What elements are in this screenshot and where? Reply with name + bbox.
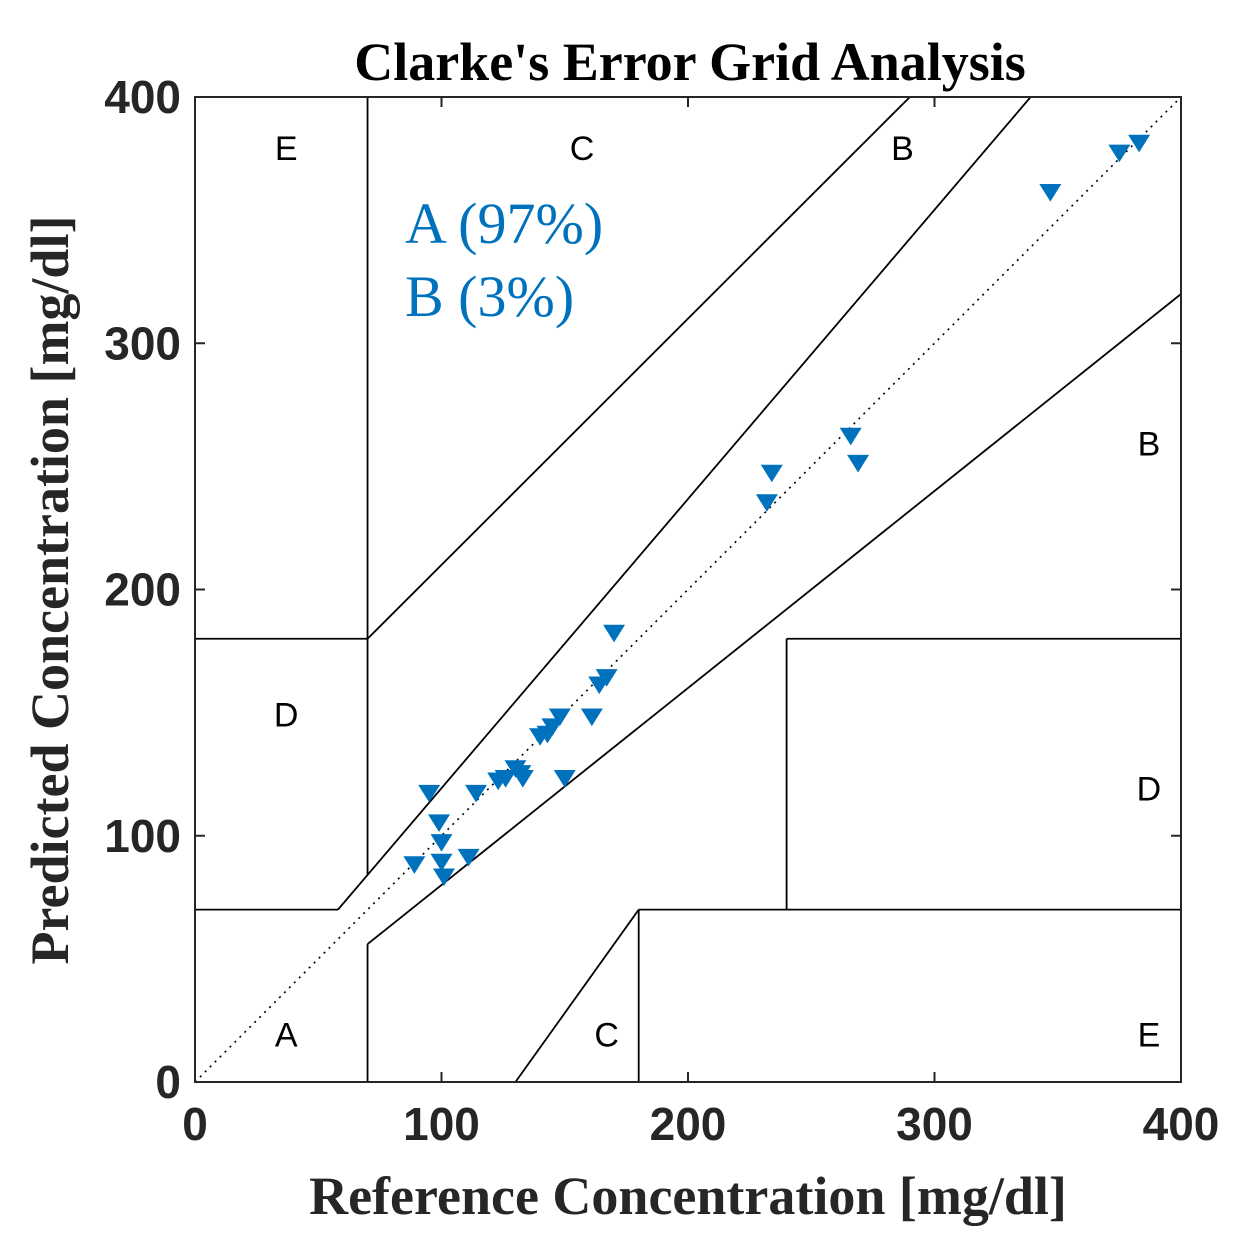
data-point [839,427,862,446]
data-point [595,669,618,687]
annotation-zone-b: B (3%) [405,264,574,329]
y-tick-label: 400 [104,71,181,123]
y-tick-label: 300 [104,317,181,369]
data-point [432,868,455,887]
data-point [1108,144,1131,163]
data-point [494,770,517,788]
y-axis-label: Predicted Concentration [mg/dl] [20,216,80,965]
data-point [457,848,480,867]
data-point [403,856,426,874]
data-point [553,770,576,788]
zone-label-c: C [594,1017,619,1055]
zone-boundary-line [337,96,1032,911]
data-point [428,814,451,832]
data-point [755,494,778,512]
axis-ticks [194,96,1182,1083]
x-axis-label: Reference Concentration [mg/dl] [309,1166,1067,1226]
annotation-zone-a: A (97%) [405,191,603,256]
data-point [418,784,441,803]
zone-labels: E C B B D D A C E [274,130,1161,1055]
x-tick-label: 300 [896,1098,973,1150]
y-tick-label: 0 [155,1056,181,1108]
zone-label-e: E [275,130,298,168]
x-tick-label: 400 [1143,1098,1220,1150]
y-tick-label: 100 [104,810,181,862]
data-point [580,708,603,727]
zone-boundary-line [514,909,640,1083]
y-tick-label: 200 [104,564,181,616]
data-point [1039,183,1062,202]
zone-label-a: A [275,1017,298,1055]
x-tick-label: 0 [182,1098,208,1150]
data-point [603,624,626,643]
data-point [1128,134,1151,153]
zone-boundaries [195,96,1182,1083]
zone-label-c: C [570,130,595,168]
zone-label-d: D [1137,770,1162,808]
zone-label-e: E [1138,1017,1161,1055]
zone-boundary-line [366,293,1182,945]
x-tick-label: 200 [650,1098,727,1150]
data-point [430,853,453,872]
data-point [465,784,488,803]
data-points [403,134,1151,887]
data-point [760,464,783,483]
reference-diagonal-line [194,96,1182,1083]
zone-label-b: B [891,130,914,168]
y-tick-labels: 0 100 200 300 400 [104,71,181,1108]
data-point [511,770,534,788]
chart-title: Clarke's Error Grid Analysis [354,32,1026,92]
x-tick-label: 100 [403,1098,480,1150]
data-point [548,708,571,727]
data-point [430,834,453,852]
x-tick-labels: 0 100 200 300 400 [182,1098,1219,1150]
zone-label-b: B [1138,426,1161,464]
zone-boundary-line [366,96,911,640]
data-point [847,454,870,473]
zone-label-d: D [274,697,299,735]
